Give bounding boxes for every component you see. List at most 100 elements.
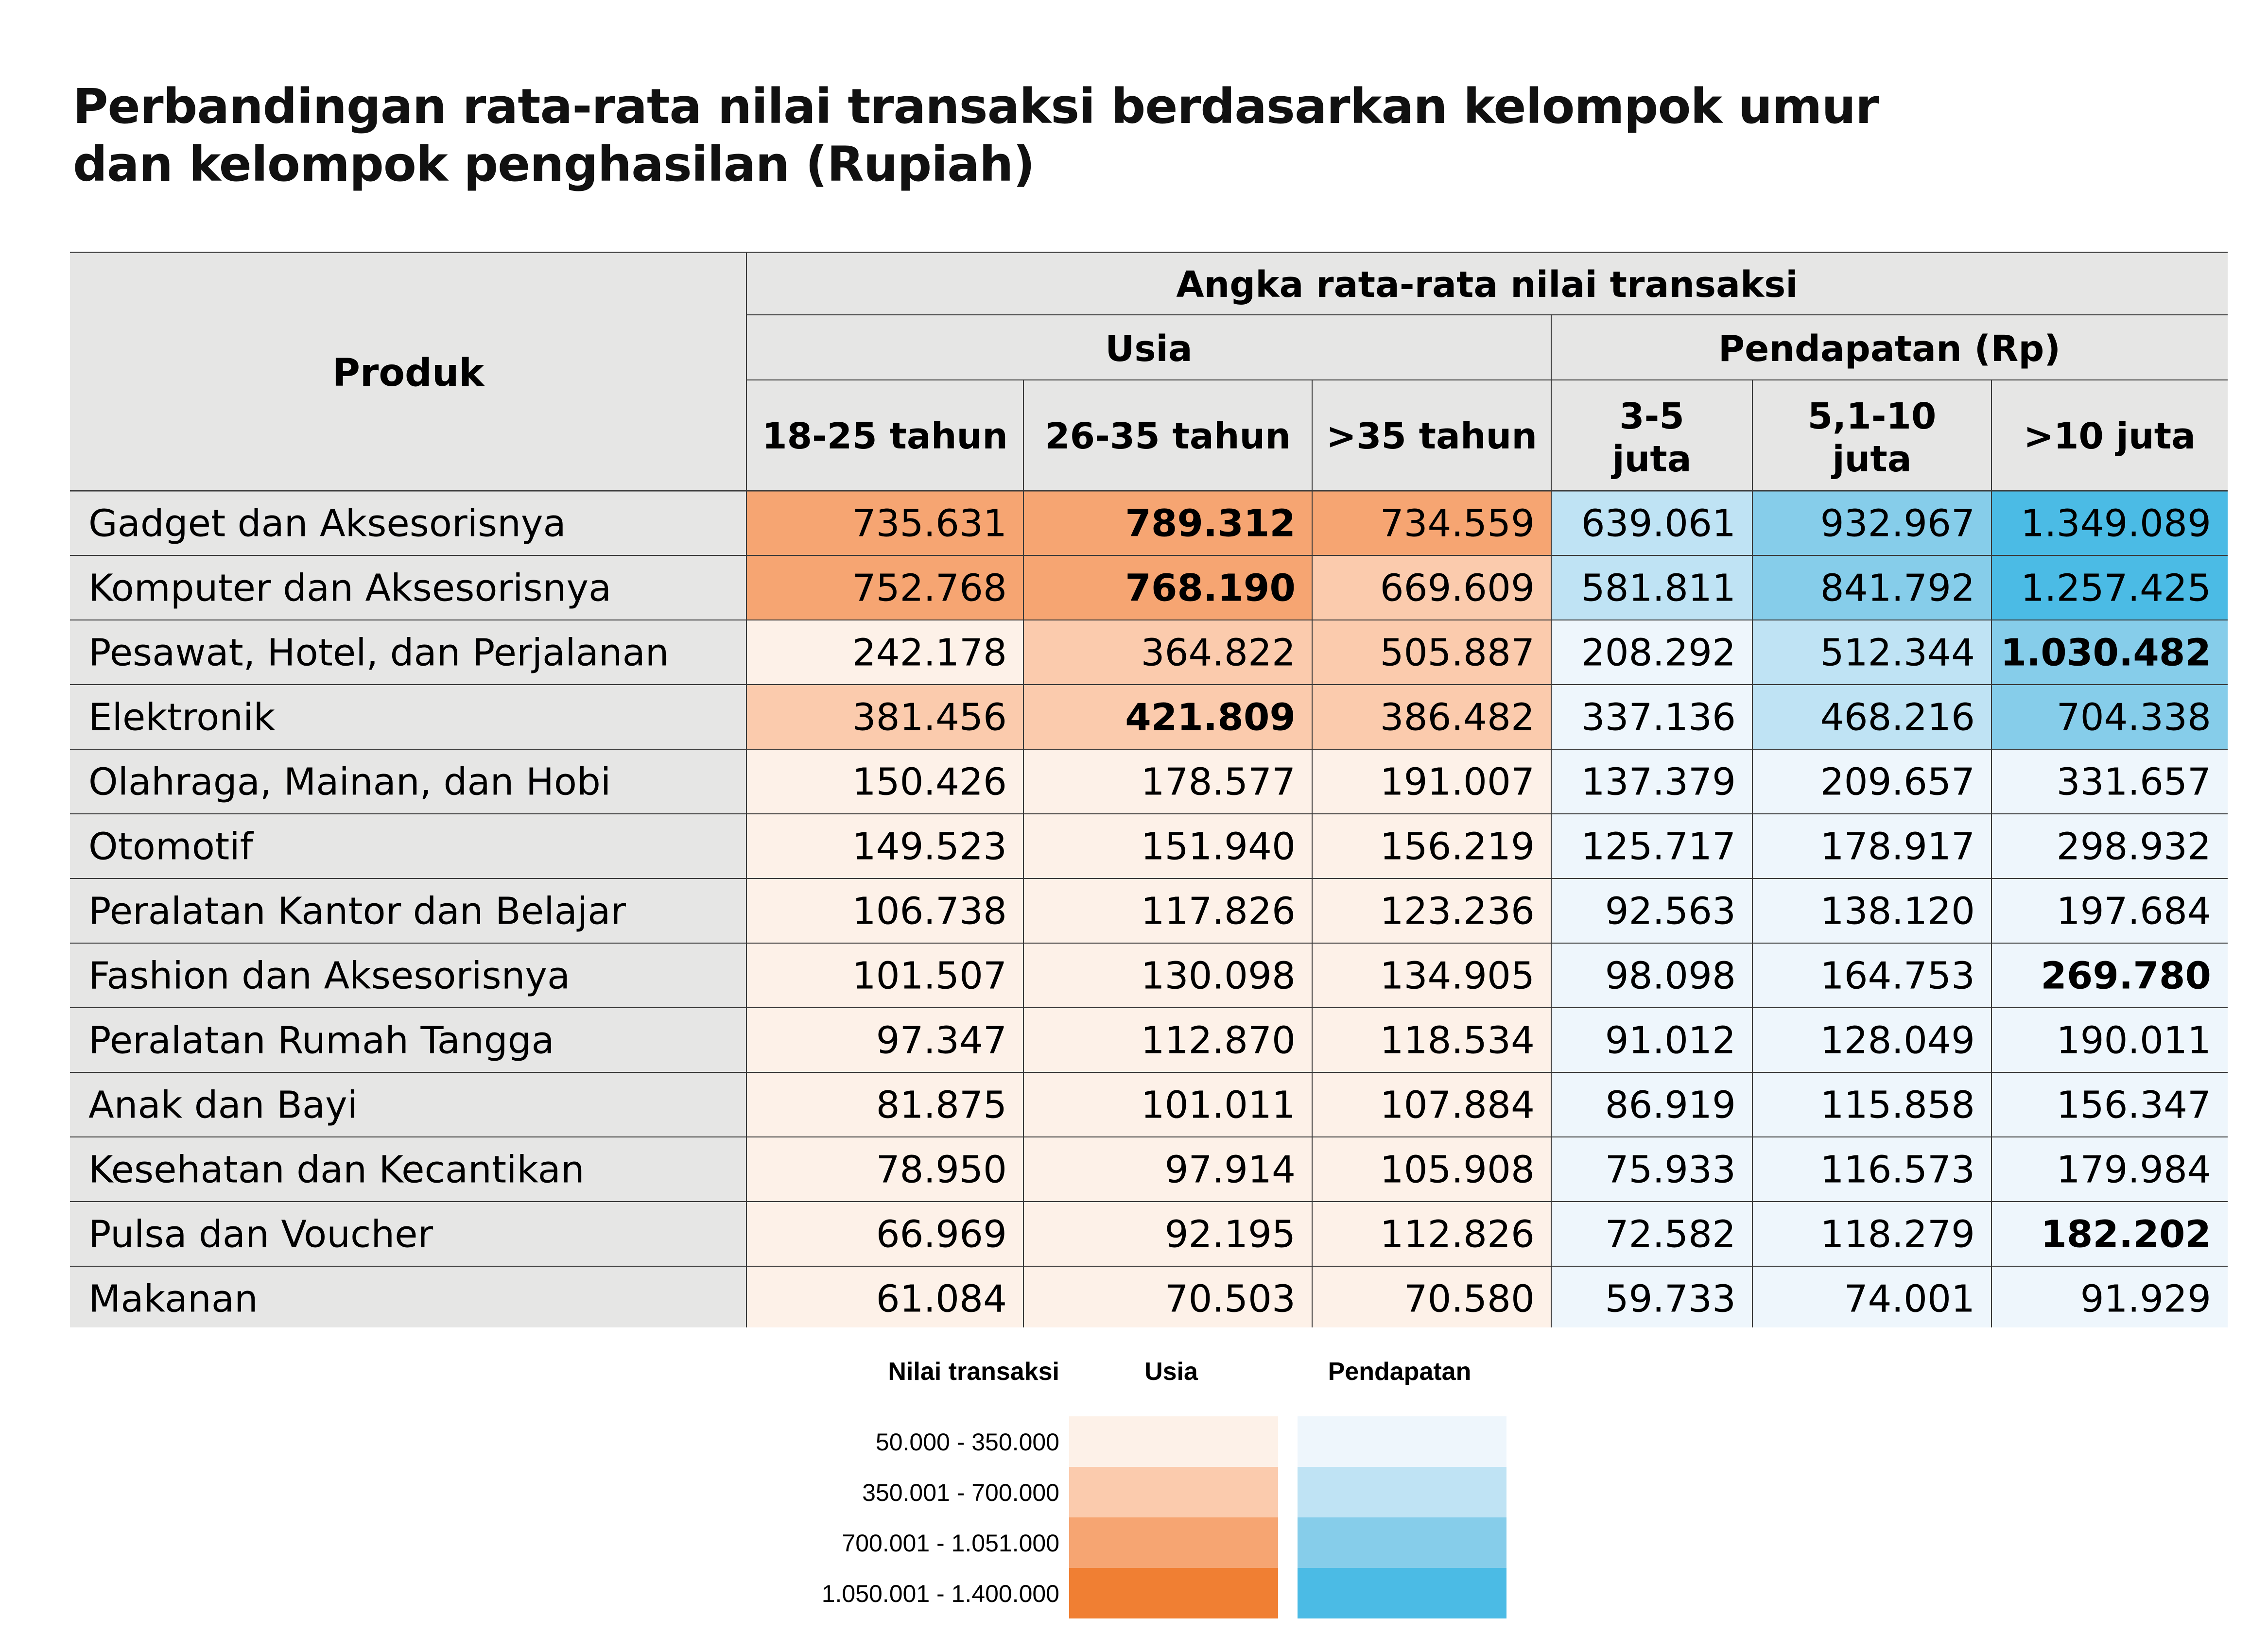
value-cell-fill [1551,1137,1752,1202]
value-label: 107.884 [1380,1084,1535,1127]
product-label: Makanan [88,1278,258,1321]
value-cell-fill [1312,685,1551,749]
value-cell-fill [746,620,1023,685]
product-label: Pulsa dan Voucher [88,1213,433,1256]
value-cell-fill [1023,814,1312,878]
data-table: Produk Angka rata-rata nilai transaksi Usi… [70,252,2228,1327]
value-cell-fill [1312,1008,1551,1072]
value-cell-fill [1752,1137,1991,1202]
value-label: 92.195 [1165,1213,1296,1256]
product-column-background [70,491,746,1327]
value-label: 364.822 [1141,632,1296,675]
value-label: 97.347 [876,1019,1007,1063]
value-cell-fill [1752,685,1991,749]
value-label: 1.349.089 [2021,502,2211,546]
value-label: 197.684 [2057,890,2211,933]
value-label: 468.216 [1820,696,1975,740]
value-cell-fill [1752,943,1991,1008]
value-cell-fill [1551,943,1752,1008]
value-label: 182.202 [2041,1213,2211,1256]
value-cell-fill [1991,1137,2228,1202]
value-label: 101.011 [1141,1084,1296,1127]
value-cell-fill [1551,1266,1752,1327]
value-cell-fill [746,878,1023,943]
legend-bin-label: 350.001 - 700.000 [862,1479,1059,1506]
column-header: 18-25 tahun [762,415,1008,457]
value-label: 117.826 [1141,890,1296,933]
value-cell-fill [1023,749,1312,814]
value-label: 421.809 [1125,696,1296,740]
value-label: 137.379 [1581,761,1736,804]
value-label: 512.344 [1820,632,1975,675]
value-label: 269.780 [2041,955,2211,998]
value-label: 331.657 [2057,761,2211,804]
group-header: Usia [1105,328,1192,370]
value-cell-fill [1312,491,1551,555]
value-label: 298.932 [2057,826,2211,869]
value-cell-fill [1551,685,1752,749]
value-label: 932.967 [1820,502,1975,546]
value-cell-fill [1551,1202,1752,1266]
value-cell-fill [1752,555,1991,620]
value-cell-fill [1023,491,1312,555]
header-background [70,252,2228,491]
chart-title: Perbandingan rata-rata nilai transaksi b… [73,78,1968,193]
data-table-svg: Produk Angka rata-rata nilai transaksi Usi… [70,252,2228,1327]
value-label: 91.929 [2080,1278,2211,1321]
value-cell-fill [1312,1202,1551,1266]
product-label: Otomotif [88,826,254,869]
value-cell-fill [1551,555,1752,620]
value-cell-fill [746,1137,1023,1202]
value-cell-fill [1991,943,2228,1008]
value-cell-fill [1991,620,2228,685]
value-label: 70.580 [1404,1278,1535,1321]
legend-bin-label: 50.000 - 350.000 [876,1428,1059,1456]
value-label: 156.347 [2057,1084,2211,1127]
title-line-1: Perbandingan rata-rata nilai transaksi b… [73,79,1879,135]
value-cell-fill [1991,1202,2228,1266]
value-cell-fill [1312,943,1551,1008]
value-cell-fill [1023,943,1312,1008]
value-cell-fill [1312,620,1551,685]
value-label: 91.012 [1605,1019,1736,1063]
value-label: 75.933 [1605,1149,1736,1192]
value-cell-fill [1752,491,1991,555]
product-label: Komputer dan Aksesorisnya [88,567,611,610]
value-label: 768.190 [1125,567,1296,610]
value-label: 190.011 [2057,1019,2211,1063]
value-label: 337.136 [1581,696,1736,740]
value-label: 130.098 [1141,955,1296,998]
value-cell-fill [746,685,1023,749]
value-label: 151.940 [1141,826,1296,869]
value-label: 841.792 [1820,567,1975,610]
value-cell-fill [1551,1008,1752,1072]
value-label: 734.559 [1380,502,1535,546]
value-cell-fill [746,1008,1023,1072]
value-cell-fill [1023,685,1312,749]
product-label: Pesawat, Hotel, dan Perjalanan [88,632,669,675]
value-label: 1.030.482 [2000,632,2211,675]
value-label: 116.573 [1820,1149,1975,1192]
value-label: 138.120 [1820,890,1975,933]
value-cell-fill [1023,1072,1312,1137]
value-label: 128.049 [1820,1019,1975,1063]
value-cell-fill [1023,1008,1312,1072]
value-label: 70.503 [1165,1278,1296,1321]
value-label: 505.887 [1380,632,1535,675]
value-cell-fill [746,943,1023,1008]
value-cell-fill [1023,878,1312,943]
title-line-2: dan kelompok penghasilan (Rupiah) [73,137,1035,192]
value-cell-fill [1991,814,2228,878]
column-header: >35 tahun [1326,415,1537,457]
value-cell-fill [746,749,1023,814]
value-cell-fill [1551,749,1752,814]
value-label: 86.919 [1605,1084,1736,1127]
value-label: 164.753 [1820,955,1975,998]
value-label: 112.826 [1380,1213,1535,1256]
value-cell-fill [1551,491,1752,555]
value-label: 125.717 [1581,826,1736,869]
value-label: 123.236 [1380,890,1535,933]
legend-title: Nilai transaksi [888,1358,1059,1386]
value-label: 149.523 [852,826,1007,869]
value-cell-fill [1312,1072,1551,1137]
